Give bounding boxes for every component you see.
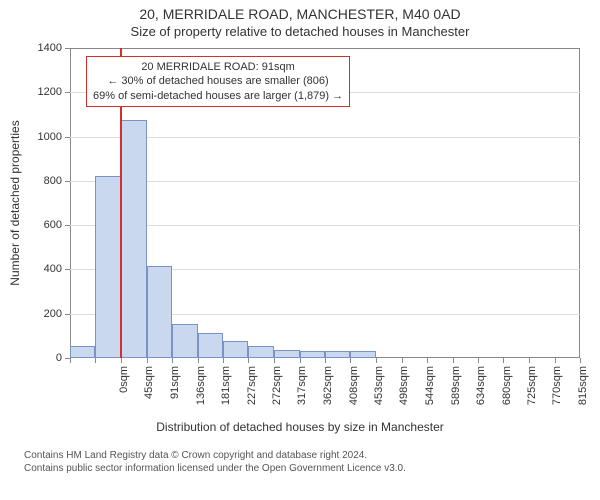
x-tick-mark bbox=[350, 358, 351, 363]
x-tick-label: 815sqm bbox=[577, 366, 589, 416]
info-line-1: 20 MERRIDALE ROAD: 91sqm bbox=[93, 60, 343, 74]
attribution-footer: Contains HM Land Registry data © Crown c… bbox=[0, 450, 600, 475]
x-tick-label: 770sqm bbox=[551, 366, 563, 416]
x-tick-mark bbox=[95, 358, 96, 363]
y-tick-label: 200 bbox=[30, 308, 62, 320]
y-tick-label: 600 bbox=[30, 219, 62, 231]
x-tick-label: 317sqm bbox=[296, 366, 308, 416]
x-tick-label: 227sqm bbox=[246, 366, 258, 416]
property-info-box: 20 MERRIDALE ROAD: 91sqm ← 30% of detach… bbox=[86, 56, 350, 107]
x-tick-label: 181sqm bbox=[220, 366, 232, 416]
info-line-2: ← 30% of detached houses are smaller (80… bbox=[93, 74, 343, 88]
chart-title-address: 20, MERRIDALE ROAD, MANCHESTER, M40 0AD bbox=[0, 6, 600, 22]
histogram-bar bbox=[248, 346, 273, 358]
y-tick-label: 400 bbox=[30, 263, 62, 275]
histogram-bar bbox=[172, 324, 198, 358]
histogram-bar bbox=[300, 351, 325, 358]
y-tick-mark bbox=[65, 314, 70, 315]
chart-container: 20, MERRIDALE ROAD, MANCHESTER, M40 0AD … bbox=[0, 0, 600, 500]
x-tick-mark bbox=[300, 358, 301, 363]
x-tick-label: 634sqm bbox=[475, 366, 487, 416]
x-tick-label: 45sqm bbox=[143, 366, 155, 416]
info-line-3: 69% of semi-detached houses are larger (… bbox=[93, 89, 343, 103]
y-tick-label: 1000 bbox=[30, 131, 62, 143]
axis-top bbox=[70, 48, 580, 49]
x-tick-label: 544sqm bbox=[424, 366, 436, 416]
x-tick-mark bbox=[555, 358, 556, 363]
x-tick-mark bbox=[121, 358, 122, 363]
x-tick-label: 362sqm bbox=[322, 366, 334, 416]
x-tick-mark bbox=[478, 358, 479, 363]
x-tick-mark bbox=[223, 358, 224, 363]
x-tick-mark bbox=[402, 358, 403, 363]
y-axis-label: Number of detached properties bbox=[8, 103, 22, 303]
x-tick-label: 0sqm bbox=[118, 366, 130, 416]
x-tick-label: 725sqm bbox=[526, 366, 538, 416]
histogram-bar bbox=[325, 351, 350, 358]
x-tick-mark bbox=[529, 358, 530, 363]
y-tick-mark bbox=[65, 181, 70, 182]
x-tick-label: 408sqm bbox=[348, 366, 360, 416]
x-tick-label: 680sqm bbox=[501, 366, 513, 416]
x-tick-mark bbox=[376, 358, 377, 363]
footer-line-2: Contains public sector information licen… bbox=[24, 463, 600, 476]
histogram-bar bbox=[147, 266, 172, 358]
histogram-bar bbox=[70, 346, 95, 358]
x-tick-mark bbox=[325, 358, 326, 363]
chart-title-subtitle: Size of property relative to detached ho… bbox=[0, 24, 600, 39]
x-axis-label: Distribution of detached houses by size … bbox=[0, 420, 600, 434]
x-tick-mark bbox=[580, 358, 581, 363]
histogram-bar bbox=[223, 341, 248, 358]
x-tick-mark bbox=[274, 358, 275, 363]
histogram-bar bbox=[198, 333, 223, 358]
y-tick-mark bbox=[65, 269, 70, 270]
y-tick-mark bbox=[65, 137, 70, 138]
x-tick-mark bbox=[453, 358, 454, 363]
y-tick-label: 1400 bbox=[30, 42, 62, 54]
x-tick-label: 589sqm bbox=[450, 366, 462, 416]
histogram-bar bbox=[95, 176, 121, 358]
y-tick-label: 1200 bbox=[30, 86, 62, 98]
x-tick-mark bbox=[427, 358, 428, 363]
x-tick-label: 453sqm bbox=[373, 366, 385, 416]
axis-left bbox=[70, 48, 71, 358]
y-tick-label: 0 bbox=[30, 352, 62, 364]
x-tick-mark bbox=[172, 358, 173, 363]
x-tick-label: 91sqm bbox=[169, 366, 181, 416]
x-tick-label: 498sqm bbox=[398, 366, 410, 416]
x-tick-label: 272sqm bbox=[271, 366, 283, 416]
footer-line-1: Contains HM Land Registry data © Crown c… bbox=[24, 450, 600, 463]
x-tick-mark bbox=[248, 358, 249, 363]
x-tick-mark bbox=[147, 358, 148, 363]
y-tick-mark bbox=[65, 48, 70, 49]
histogram-bar bbox=[350, 351, 376, 358]
histogram-bar bbox=[274, 350, 300, 358]
y-tick-label: 800 bbox=[30, 175, 62, 187]
x-tick-mark bbox=[198, 358, 199, 363]
x-tick-label: 136sqm bbox=[195, 366, 207, 416]
x-tick-mark bbox=[503, 358, 504, 363]
y-tick-mark bbox=[65, 92, 70, 93]
histogram-bar bbox=[121, 120, 146, 358]
y-tick-mark bbox=[65, 225, 70, 226]
axis-right bbox=[579, 48, 580, 358]
x-tick-mark bbox=[70, 358, 71, 363]
